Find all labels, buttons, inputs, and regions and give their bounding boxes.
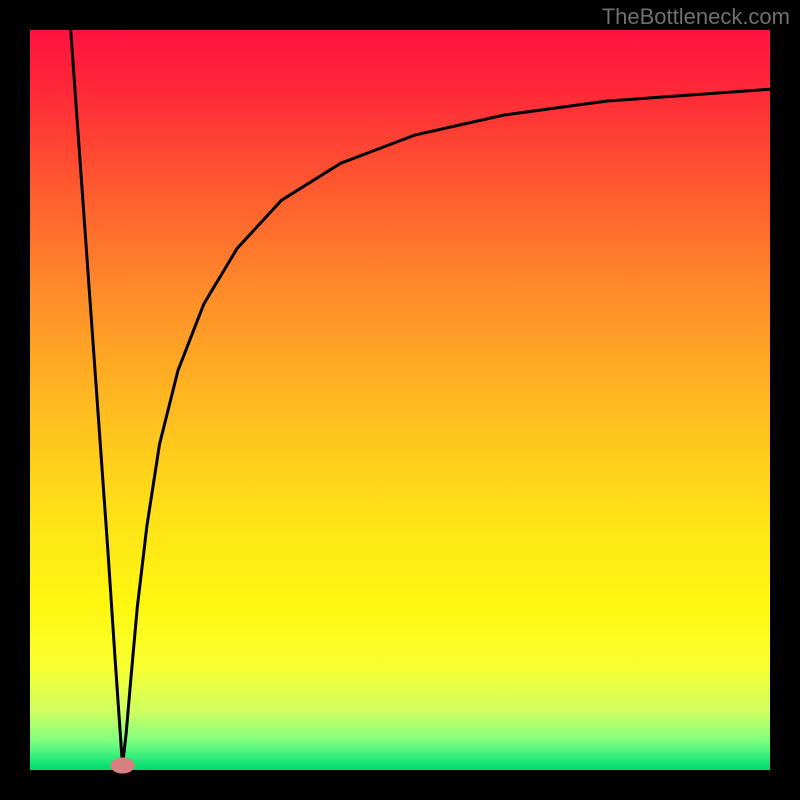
watermark-text: TheBottleneck.com (602, 4, 790, 30)
optimal-point-marker (111, 758, 135, 774)
chart-svg (0, 0, 800, 800)
bottleneck-chart: TheBottleneck.com (0, 0, 800, 800)
